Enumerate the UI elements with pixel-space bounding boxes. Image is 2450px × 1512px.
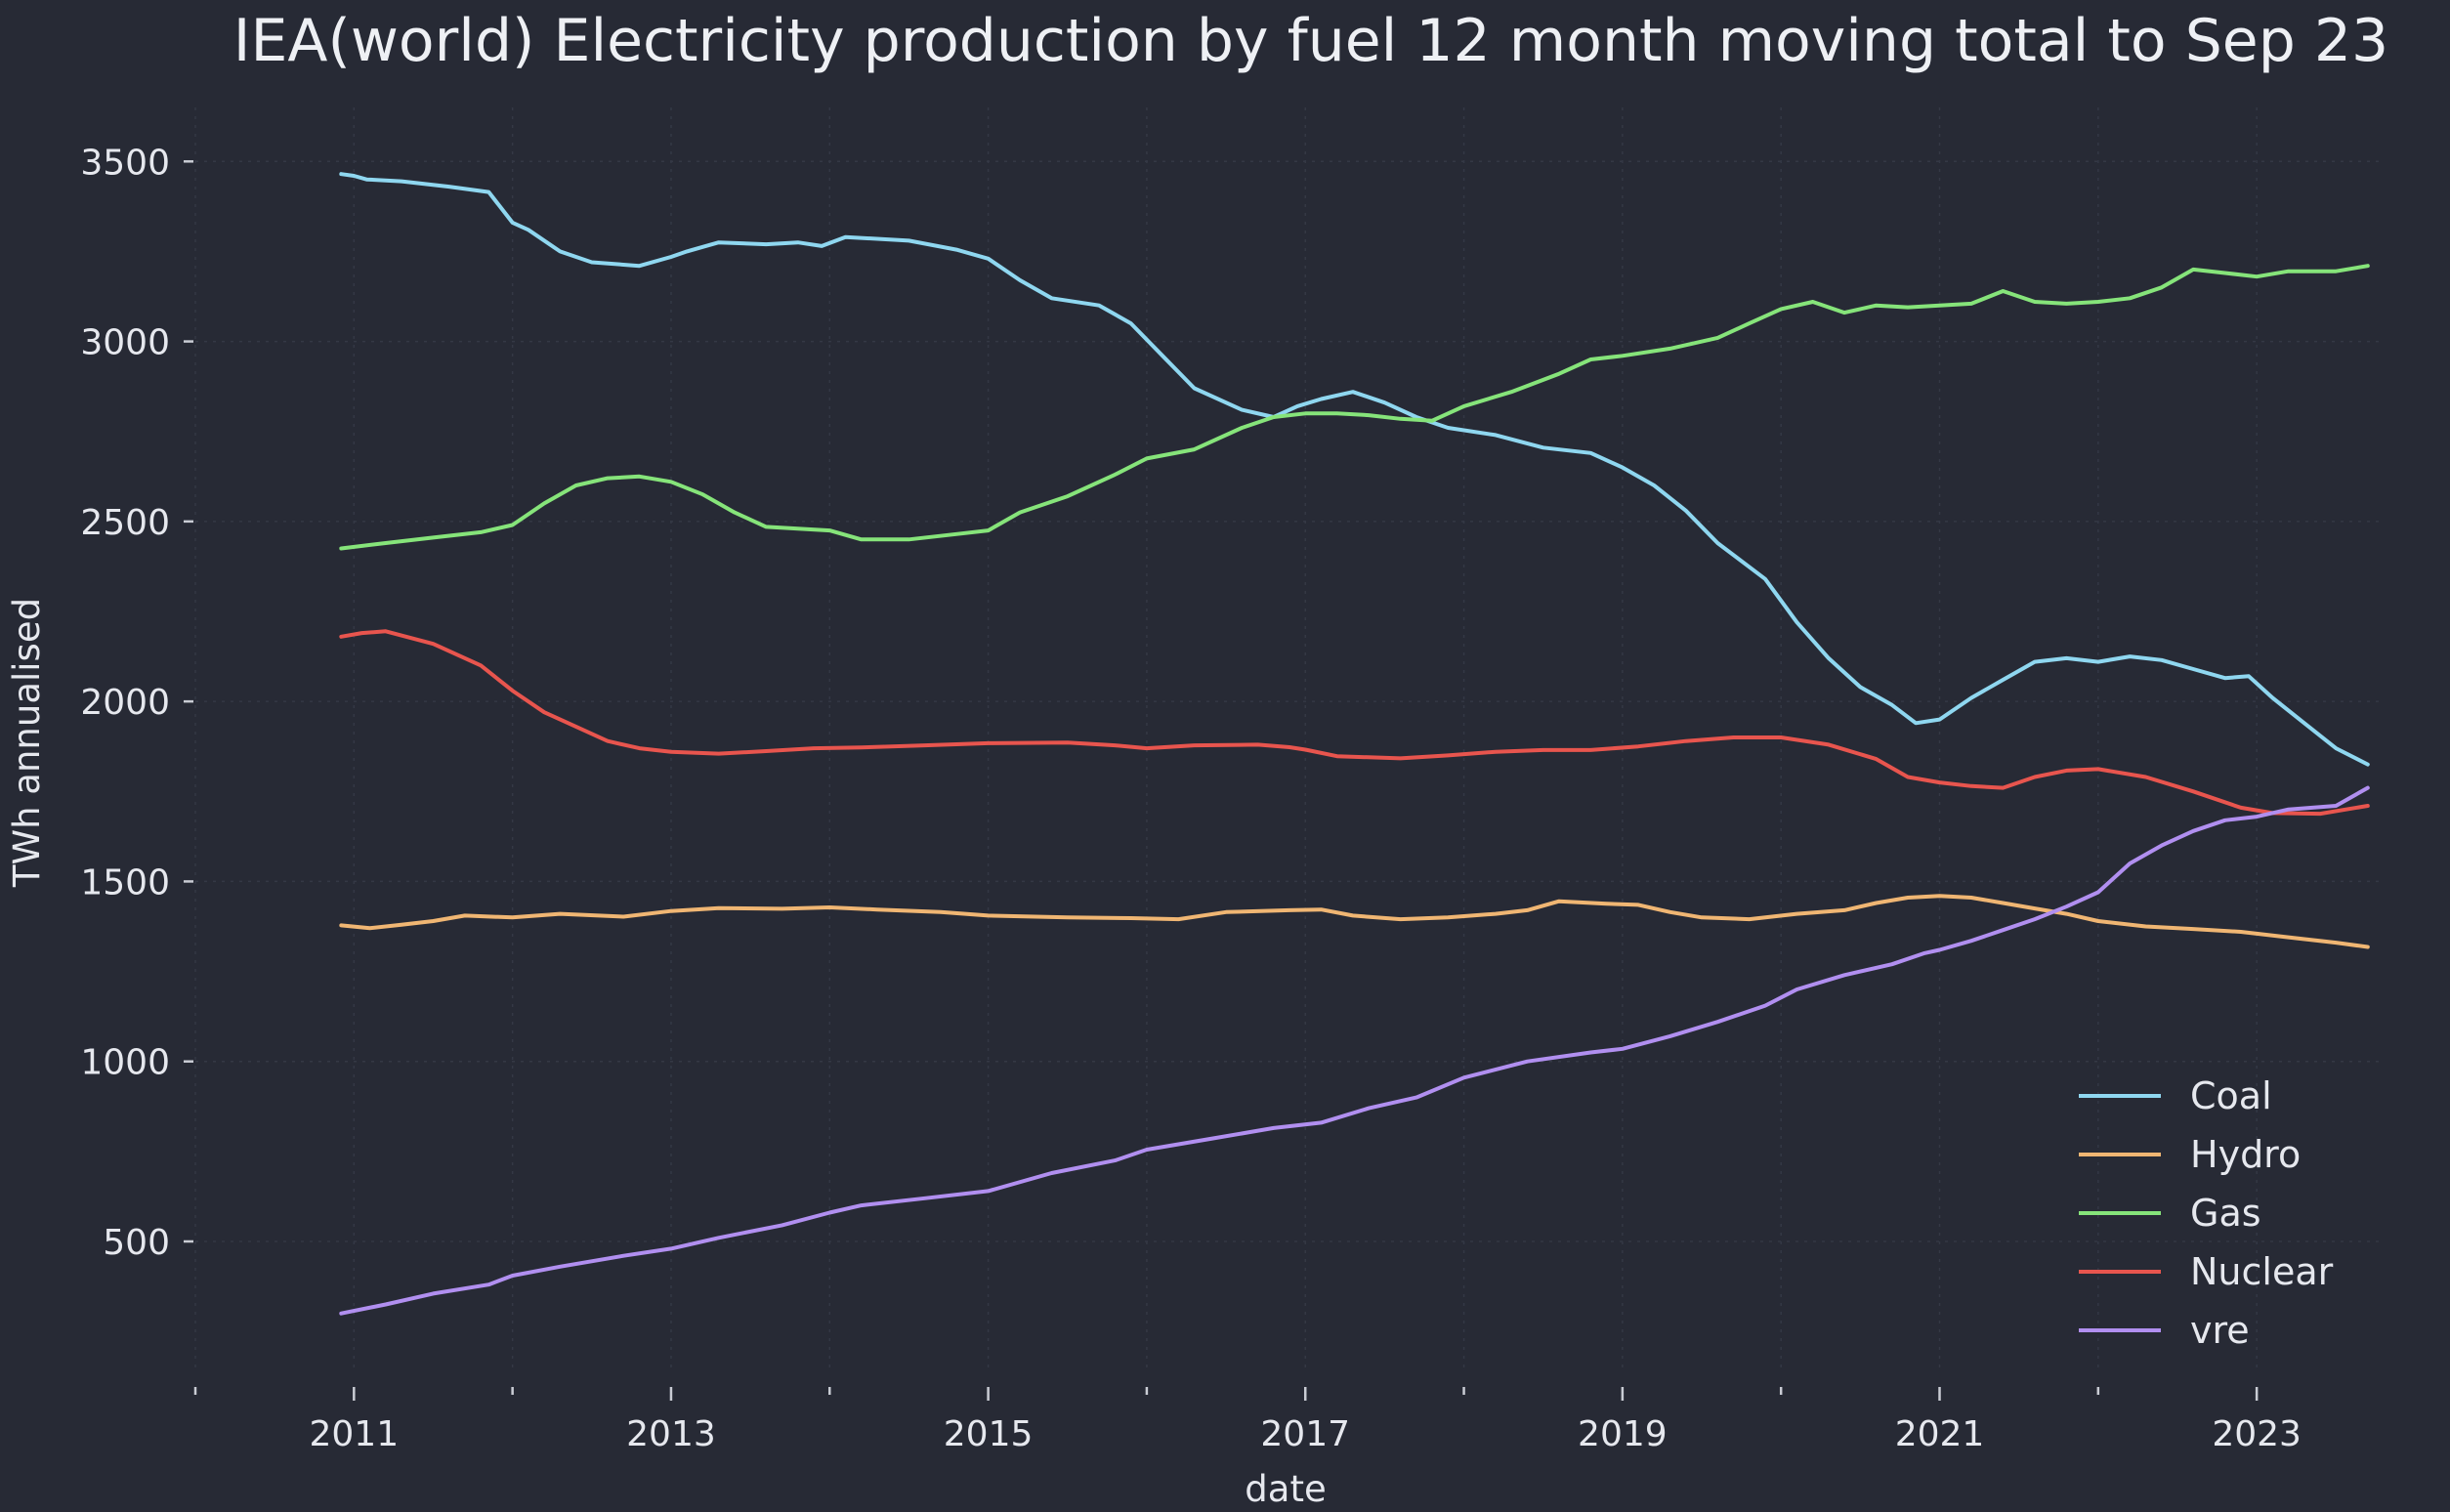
legend-label-vre: vre	[2190, 1309, 2250, 1352]
x-tick-label: 2015	[944, 1414, 1034, 1454]
legend-label-coal: Coal	[2190, 1074, 2272, 1117]
series-line-hydro	[339, 894, 2370, 949]
series-line-coal	[339, 172, 2370, 767]
y-tick-label: 2500	[80, 503, 170, 543]
series-line-gas	[339, 264, 2370, 551]
y-tick-label: 3500	[80, 143, 170, 183]
grid	[194, 107, 2384, 1367]
x-tick-label: 2019	[1578, 1414, 1668, 1454]
chart-title: IEA(world) Electricity production by fue…	[233, 7, 2388, 75]
y-tick-label: 1000	[80, 1043, 170, 1083]
series-lines	[339, 172, 2370, 1316]
x-tick-label: 2011	[310, 1414, 400, 1454]
x-tick-label: 2023	[2212, 1414, 2302, 1454]
legend-label-hydro: Hydro	[2190, 1133, 2301, 1176]
axes: 500 1000 1500 2000 2500 3000 3500 2011 2013 2015 2…	[80, 143, 2302, 1454]
x-axis-label: date	[1245, 1468, 1326, 1510]
series-line-vre	[339, 785, 2370, 1316]
y-axis-label: TWh annualised	[6, 598, 48, 888]
x-tick-label: 2013	[626, 1414, 716, 1454]
legend-label-nuclear: Nuclear	[2190, 1250, 2334, 1293]
x-tick-label: 2017	[1260, 1414, 1350, 1454]
y-tick-label: 2000	[80, 683, 170, 723]
legend-label-gas: Gas	[2190, 1192, 2261, 1235]
series-line-nuclear	[339, 629, 2370, 817]
legend: Coal Hydro Gas Nuclear vre	[2079, 1074, 2334, 1352]
x-tick-label: 2021	[1895, 1414, 1985, 1454]
y-tick-label: 1500	[80, 862, 170, 903]
y-tick-label: 3000	[80, 323, 170, 363]
y-tick-label: 500	[103, 1223, 170, 1263]
